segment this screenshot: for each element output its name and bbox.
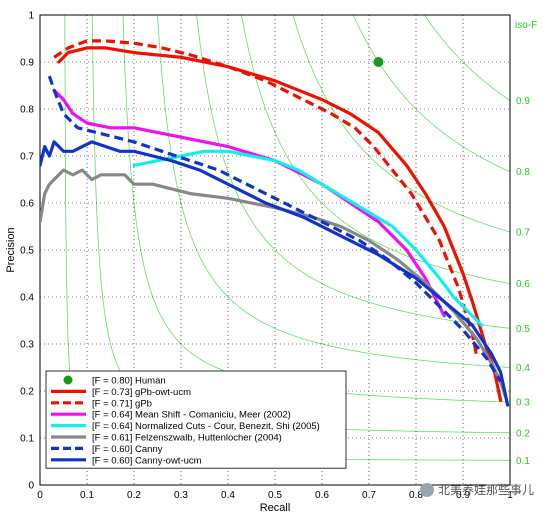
y-tick-label: 0 <box>28 481 34 492</box>
iso-f-label: 0.7 <box>516 227 530 238</box>
y-tick-label: 0.7 <box>20 152 34 163</box>
legend-box <box>45 370 347 469</box>
x-tick-label: 0.1 <box>80 490 94 501</box>
iso-f-curve <box>157 15 510 368</box>
iso-f-label: 0.1 <box>516 456 530 467</box>
y-tick-label: 1 <box>28 11 34 22</box>
x-tick-label: 0.8 <box>409 490 423 501</box>
y-tick-label: 0.5 <box>20 246 34 257</box>
iso-f-label: 0.4 <box>516 363 530 374</box>
y-tick-label: 0.9 <box>20 58 34 69</box>
watermark: 北美养娃那些事儿 <box>419 481 534 498</box>
x-tick-label: 0.6 <box>315 490 329 501</box>
x-tick-label: 0.9 <box>456 490 470 501</box>
iso-f-label: 0.9 <box>516 96 530 107</box>
y-tick-label: 0.3 <box>20 340 34 351</box>
series-lines <box>40 39 510 407</box>
plot-frame <box>39 14 511 486</box>
legend-entry-label: [F = 0.60] Canny-owt-ucm <box>92 455 202 466</box>
series-line <box>53 39 479 359</box>
series-line <box>40 140 510 407</box>
iso-f-label: 0.5 <box>516 324 530 335</box>
legend-entry-label: [F = 0.64] Mean Shift - Comaniciu, Meer … <box>92 410 291 421</box>
iso-f-label: 0.2 <box>516 428 530 439</box>
x-tick-label: 0.7 <box>362 490 376 501</box>
y-tick-label: 0.4 <box>20 293 34 304</box>
human-points <box>373 57 384 67</box>
iso-f-curve <box>352 15 510 172</box>
legend-entry-label: [F = 0.80] Human <box>92 376 166 387</box>
iso-f-title: iso-F <box>515 20 537 31</box>
x-tick-label: 0.2 <box>127 490 141 501</box>
x-axis-label: Recall <box>260 502 291 514</box>
y-tick-label: 0.1 <box>20 434 34 445</box>
legend-entry-label: [F = 0.60] Canny <box>92 444 163 455</box>
iso-f-label: 0.3 <box>516 398 530 409</box>
iso-f-curve <box>292 15 510 233</box>
series-line <box>57 46 503 402</box>
y-axis-label: Precision <box>5 227 17 272</box>
series-line <box>132 149 484 327</box>
legend-swatch-point <box>63 375 73 385</box>
x-tick-label: 0 <box>37 490 43 501</box>
y-tick-label: 0.8 <box>20 105 34 116</box>
legend: [F = 0.80] Human[F = 0.73] gPb-owt-ucm[F… <box>45 370 347 469</box>
legend-entry-label: [F = 0.64] Normalized Cuts - Cour, Benez… <box>92 421 320 432</box>
wechat-icon <box>419 482 434 497</box>
watermark-text: 北美养娃那些事儿 <box>437 483 534 497</box>
legend-entry-label: [F = 0.73] gPb-owt-ucm <box>92 387 191 398</box>
series-line <box>47 75 502 383</box>
iso-f-curve <box>424 15 510 101</box>
human-point <box>373 57 384 67</box>
series-line <box>52 88 446 318</box>
legend-entry-label: [F = 0.61] Felzenszwalb, Huttenlocher (2… <box>92 433 282 444</box>
x-tick-label: 0.5 <box>268 490 282 501</box>
x-tick-label: 0.3 <box>174 490 188 501</box>
y-tick-label: 0.6 <box>20 199 34 210</box>
legend-entry-label: [F = 0.71] gPb <box>92 398 152 409</box>
x-tick-label: 1 <box>507 490 513 501</box>
iso-f-label: 0.6 <box>516 279 530 290</box>
axis-ticks: 0 0.1 0.2 0.3 0.4 0.5 0.6 0.7 0.8 0.9 1 0 0.1 0.2 0.3 0… <box>20 11 513 502</box>
iso-f-label: 0.8 <box>516 167 530 178</box>
iso-f-labels: 0.1 0.2 0.3 0.4 0.5 0.6 0.7 0.8 0.9 <box>516 96 530 467</box>
x-tick-label: 0.4 <box>221 490 235 501</box>
y-tick-label: 0.2 <box>20 387 34 398</box>
